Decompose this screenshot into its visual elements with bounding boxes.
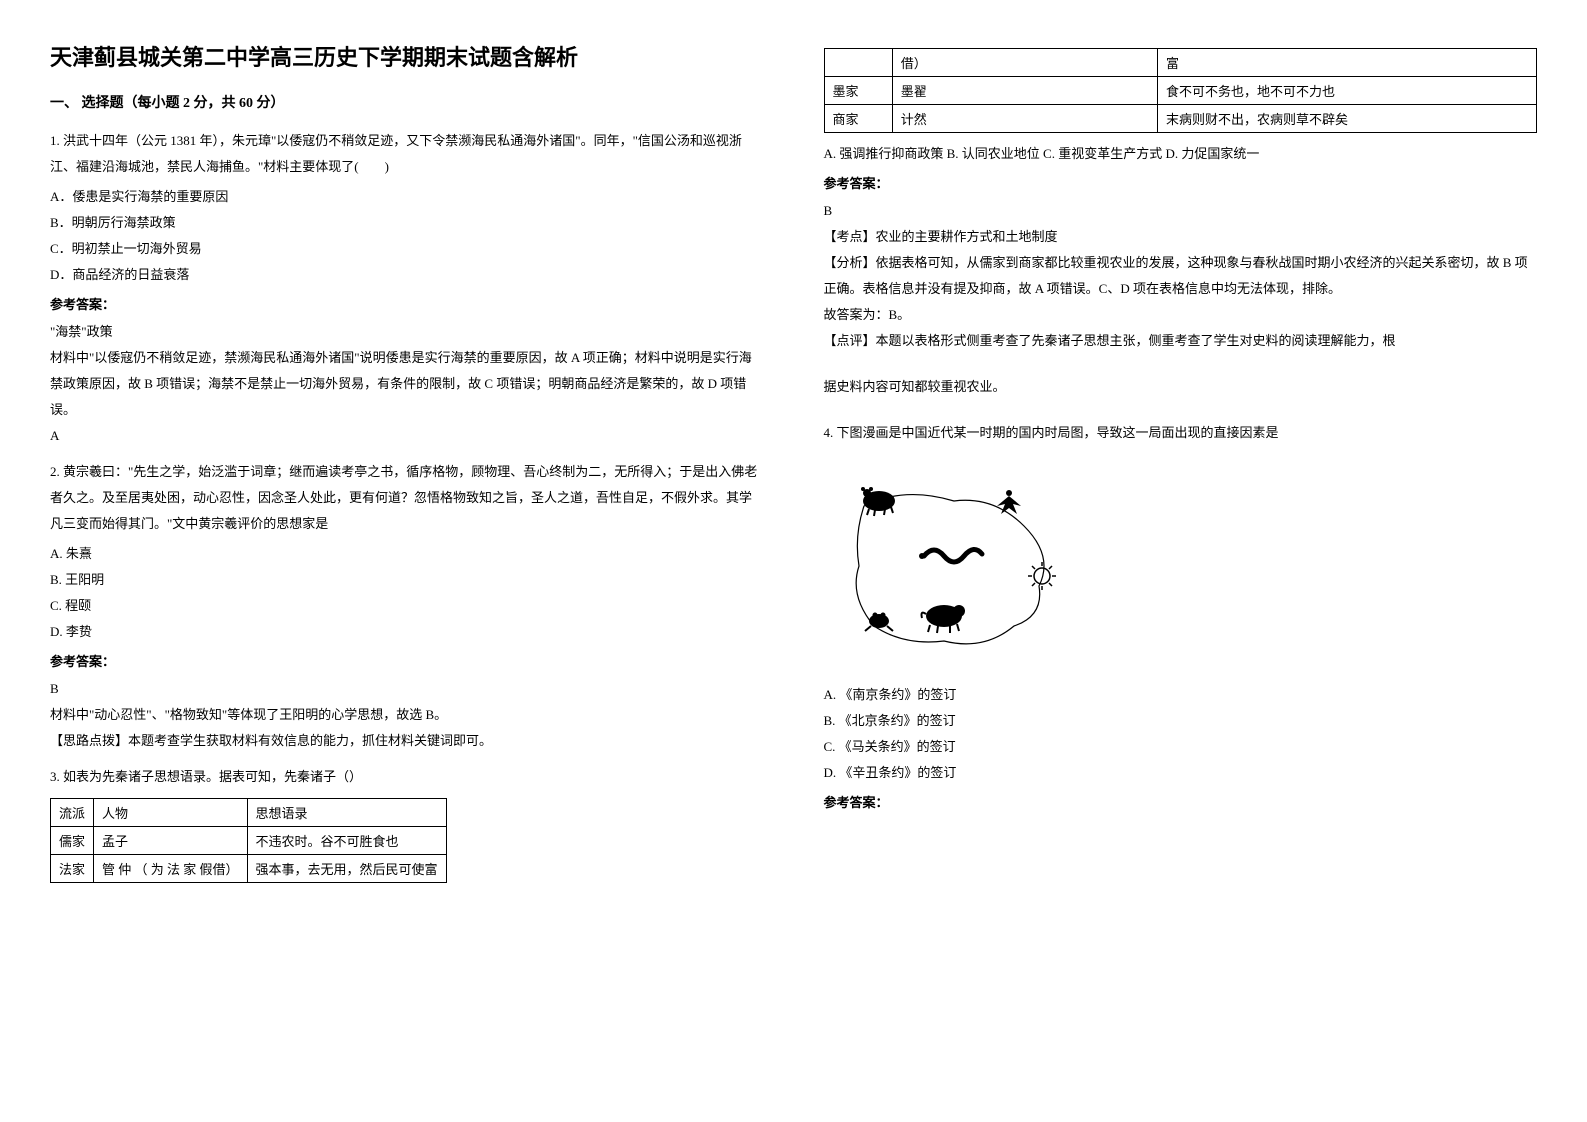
q1-answer-label: 参考答案： [50,294,764,313]
q3-kaodian: 【考点】农业的主要耕作方式和土地制度 [824,224,1538,250]
q1-ans: A [50,423,764,449]
table-row: 借） 富 [824,49,1537,77]
cell: 儒家 [51,827,94,855]
q3-answer-label: 参考答案： [824,173,1538,192]
map-svg [824,466,1084,666]
q1-explain: 材料中"以倭寇仍不稍敛足迹，禁濒海民私通海外诸国"说明倭患是实行海禁的重要原因，… [50,345,764,423]
q2-answer-label: 参考答案： [50,651,764,670]
frog-icon [865,613,893,632]
cell: 不违农时。谷不可胜食也 [247,827,446,855]
cell: 墨翟 [892,77,1157,105]
cell-empty [824,49,892,77]
q3-ans: B [824,198,1538,224]
table-row: 法家 管 仲 （ 为 法 家 假借） 强本事，去无用，然后民可使富 [51,855,447,883]
q4-option-b: B. 《北京条约》的签订 [824,708,1538,734]
q2-ans: B [50,676,764,702]
cell: 食不可不务也，地不可不力也 [1157,77,1536,105]
cell: 借） [892,49,1157,77]
q3-gu: 故答案为：B。 [824,302,1538,328]
q2-option-d: D. 李贽 [50,619,764,645]
table-header-row: 流派 人物 思想语录 [51,799,447,827]
q4-option-a: A. 《南京条约》的签订 [824,682,1538,708]
left-column: 天津蓟县城关第二中学高三历史下学期期末试题含解析 一、 选择题（每小题 2 分，… [50,40,764,1082]
cell: 墨家 [824,77,892,105]
right-column: 借） 富 墨家 墨翟 食不可不务也，地不可不力也 商家 计然 末病则财不出，农病… [824,40,1538,1082]
situation-map [824,466,1084,666]
q3-options: A. 强调推行抑商政策 B. 认同农业地位 C. 重视变革生产方式 D. 力促国… [824,141,1538,167]
q4-option-d: D. 《辛丑条约》的签订 [824,760,1538,786]
question-1: 1. 洪武十四年（公元 1381 年），朱元璋"以倭寇仍不稍敛足迹，又下令禁濒海… [50,128,764,449]
th-person: 人物 [94,799,248,827]
q3-fenxi: 【分析】依据表格可知，从儒家到商家都比较重视农业的发展，这种现象与春秋战国时期小… [824,250,1538,302]
q3-dianping: 【点评】本题以表格形式侧重考查了先秦诸子思想主张，侧重考查了学生对史料的阅读理解… [824,328,1538,354]
q4-answer-label: 参考答案： [824,792,1538,811]
cell: 计然 [892,105,1157,133]
cell: 法家 [51,855,94,883]
th-quote: 思想语录 [247,799,446,827]
q3-stem: 3. 如表为先秦诸子思想语录。据表可知，先秦诸子（） [50,764,764,790]
snake-icon [919,549,982,562]
q3-dianping2: 据史料内容可知都较重视农业。 [824,374,1538,400]
q1-option-a: A．倭患是实行海禁的重要原因 [50,184,764,210]
q1-option-b: B．明朝厉行海禁政策 [50,210,764,236]
q2-stem: 2. 黄宗羲曰："先生之学，始泛滥于词章；继而遍读考亭之书，循序格物，顾物理、吾… [50,459,764,537]
bear-icon [861,487,895,516]
q3-table-part2: 借） 富 墨家 墨翟 食不可不务也，地不可不力也 商家 计然 末病则财不出，农病… [824,48,1538,133]
table-row: 儒家 孟子 不违农时。谷不可胜食也 [51,827,447,855]
eagle-icon [997,490,1021,514]
cell: 末病则财不出，农病则草不辟矣 [1157,105,1536,133]
section-header: 一、 选择题（每小题 2 分，共 60 分） [50,92,764,112]
q1-stem: 1. 洪武十四年（公元 1381 年），朱元璋"以倭寇仍不稍敛足迹，又下令禁濒海… [50,128,764,180]
q1-policy: "海禁"政策 [50,319,764,345]
q2-explain1: 材料中"动心忍性"、"格物致知"等体现了王阳明的心学思想，故选 B。 [50,702,764,728]
question-3-stem: 3. 如表为先秦诸子思想语录。据表可知，先秦诸子（） 流派 人物 思想语录 儒家… [50,764,764,891]
th-school: 流派 [51,799,94,827]
cell: 强本事，去无用，然后民可使富 [247,855,446,883]
page-title: 天津蓟县城关第二中学高三历史下学期期末试题含解析 [50,40,764,72]
bulldog-icon [921,605,965,633]
cell: 孟子 [94,827,248,855]
cell: 管 仲 （ 为 法 家 假借） [94,855,248,883]
q4-stem: 4. 下图漫画是中国近代某一时期的国内时局图，导致这一局面出现的直接因素是 [824,420,1538,446]
q2-option-c: C. 程颐 [50,593,764,619]
q2-explain2: 【思路点拨】本题考查学生获取材料有效信息的能力，抓住材料关键词即可。 [50,728,764,754]
table-row: 商家 计然 末病则财不出，农病则草不辟矣 [824,105,1537,133]
cell: 富 [1157,49,1536,77]
q1-option-c: C．明初禁止一切海外贸易 [50,236,764,262]
q2-option-a: A. 朱熹 [50,541,764,567]
sun-icon [1028,562,1056,590]
q1-option-d: D．商品经济的日益衰落 [50,262,764,288]
cell: 商家 [824,105,892,133]
q4-option-c: C. 《马关条约》的签订 [824,734,1538,760]
q3-table-part1: 流派 人物 思想语录 儒家 孟子 不违农时。谷不可胜食也 法家 管 仲 （ 为 … [50,798,447,883]
table-row: 墨家 墨翟 食不可不务也，地不可不力也 [824,77,1537,105]
q2-option-b: B. 王阳明 [50,567,764,593]
question-2: 2. 黄宗羲曰："先生之学，始泛滥于词章；继而遍读考亭之书，循序格物，顾物理、吾… [50,459,764,754]
